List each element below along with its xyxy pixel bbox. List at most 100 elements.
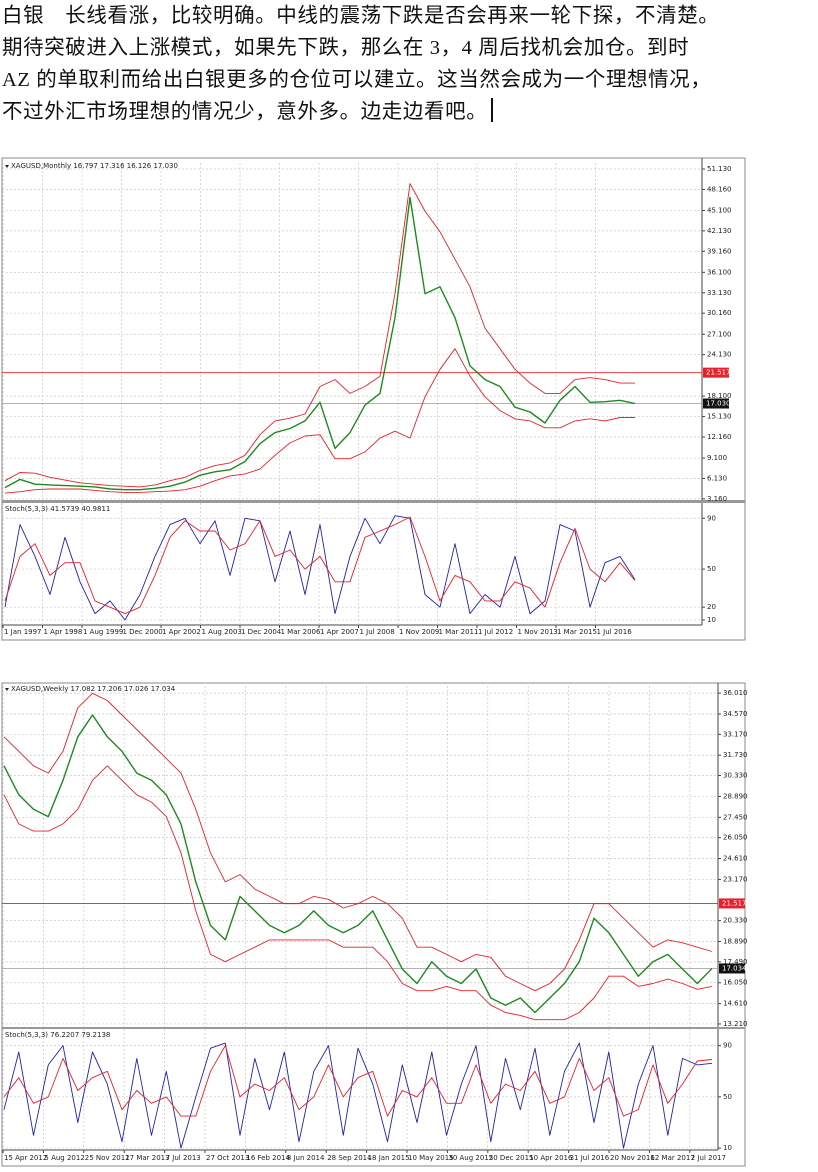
level-label: 21.517: [706, 369, 731, 377]
y-tick-label: 26.050: [723, 834, 748, 842]
last-price-bg: [719, 963, 745, 974]
band-line: [4, 348, 635, 494]
title-marker: [5, 688, 9, 691]
y-tick-label: 42.130: [707, 227, 732, 235]
y-tick-label: 6.130: [707, 474, 727, 482]
x-tick-label: 1 Jul 2012: [478, 628, 513, 636]
x-tick-label: 10 Apr 2016: [529, 1154, 573, 1162]
y-tick-label: 14.610: [723, 1000, 748, 1008]
y-tick-label: 33.170: [723, 730, 748, 738]
y-tick-label: 28.890: [723, 792, 748, 800]
last-price-label: 17.030: [706, 400, 731, 408]
x-tick-label: 5 Aug 2012: [44, 1154, 84, 1162]
x-tick-label: 1 Nov 2009: [399, 628, 439, 636]
level-label: 21.517: [722, 899, 747, 907]
band-line: [3, 765, 713, 1021]
x-tick-label: 17 Mar 2013: [125, 1154, 169, 1162]
x-tick-label: 31 Jul 2016: [570, 1154, 610, 1162]
level-label-bg: [703, 367, 729, 378]
pane-separator: [2, 500, 745, 503]
post-line: AZ 的单取利而给出白银更多的仓位可以建立。这当然会成为一个理想情况，: [2, 69, 712, 91]
level-label-bg: [719, 898, 745, 909]
y-tick-label: 50: [723, 1093, 732, 1101]
post-text: 白银 长线看涨，比较明确。中线的震荡下跌是否会再来一轮下探，不清楚。 期待突破进…: [2, 0, 816, 128]
y-tick-label: 34.570: [723, 710, 748, 718]
post-line-text: 不过外汇市场理想的情况少，意外多。边走边看吧。: [2, 101, 488, 123]
x-tick-label: 30 Aug 2015: [448, 1154, 493, 1162]
y-tick-label: 31.730: [723, 751, 748, 759]
x-tick-label: 1 Apr 2007: [320, 628, 359, 636]
y-tick-label: 36.010: [723, 689, 748, 697]
x-tick-label: 1 Mar 2015: [557, 628, 597, 636]
last-price-label: 17.034: [722, 964, 747, 972]
x-tick-label: 7 Jul 2013: [166, 1154, 201, 1162]
post-line: 不过外汇市场理想的情况少，意外多。边走边看吧。: [2, 96, 816, 128]
x-tick-label: 1 Mar 2011: [439, 628, 479, 636]
title-marker: [5, 165, 9, 168]
chart-title: XAGUSD,Monthly 16.797 17.316 16.126 17.0…: [11, 162, 178, 170]
stoch-line: [4, 515, 636, 621]
x-tick-label: 18 Jan 2015: [368, 1154, 410, 1162]
y-tick-label: 45.100: [707, 206, 732, 214]
y-tick-label: 9.100: [707, 454, 727, 462]
y-tick-label: 27.450: [723, 813, 748, 821]
x-tick-label: 12 Mar 2017: [650, 1154, 694, 1162]
y-tick-label: 16.050: [723, 979, 748, 987]
y-tick-label: 10: [707, 616, 716, 624]
stoch-line: [4, 516, 636, 615]
x-tick-label: 1 Dec 2000: [123, 628, 163, 636]
stoch-title: Stoch(5,3,3) 41.5739 40.9811: [5, 505, 110, 513]
x-tick-label: 1 Jul 2008: [360, 628, 395, 636]
x-tick-label: 1 Aug 1999: [83, 628, 123, 636]
stoch-line: [3, 1042, 713, 1149]
x-tick-label: 1 Apr 1998: [44, 628, 83, 636]
x-tick-label: 27 Oct 2013: [206, 1154, 249, 1162]
x-tick-label: 1 Jan 1997: [4, 628, 42, 636]
chart-title: XAGUSD,Weekly 17.082 17.206 17.026 17.03…: [11, 685, 176, 693]
x-tick-label: 25 Nov 2012: [85, 1154, 130, 1162]
y-tick-label: 20.330: [723, 917, 748, 925]
post-line: 期待突破进入上涨模式，如果先下跌，那么在 3，4 周后找机会加仓。到时: [2, 37, 690, 59]
x-tick-label: 1 Aug 2003: [202, 628, 242, 636]
x-tick-label: 28 Sep 2014: [327, 1154, 372, 1162]
price-line: [4, 196, 636, 491]
y-tick-label: 18.890: [723, 938, 748, 946]
price-line: [3, 714, 713, 1014]
stoch-title: Stoch(5,3,3) 76.2207 79.2138: [5, 1031, 110, 1039]
y-tick-label: 50: [707, 565, 716, 573]
stoch-line: [3, 1045, 713, 1117]
y-tick-label: 18.100: [707, 392, 732, 400]
x-tick-label: 16 Feb 2014: [246, 1154, 290, 1162]
text-cursor: [491, 98, 494, 122]
x-tick-label: 20 Nov 2016: [610, 1154, 655, 1162]
band-line: [4, 183, 635, 488]
y-tick-label: 33.130: [707, 289, 732, 297]
y-tick-label: 36.100: [707, 268, 732, 276]
y-tick-label: 3.160: [707, 495, 727, 503]
y-tick-label: 51.130: [707, 165, 732, 173]
y-tick-label: 24.610: [723, 855, 748, 863]
y-tick-label: 30.330: [723, 772, 748, 780]
pane-separator: [2, 1027, 745, 1029]
y-tick-label: 39.160: [707, 247, 732, 255]
x-tick-label: 10 May 2015: [408, 1154, 454, 1162]
x-tick-label: 1 Dec 2004: [241, 628, 282, 636]
y-tick-label: 12.160: [707, 433, 732, 441]
post-line: 白银 长线看涨，比较明确。中线的震荡下跌是否会再来一轮下探，不清楚。: [2, 5, 720, 27]
x-tick-label: 2 Jul 2017: [691, 1154, 726, 1162]
x-tick-label: 1 Jul 2016: [597, 628, 633, 636]
y-tick-label: 20: [707, 603, 716, 611]
x-tick-label: 8 Jun 2014: [287, 1154, 325, 1162]
y-tick-label: 13.210: [723, 1020, 748, 1028]
y-tick-label: 90: [707, 514, 716, 522]
x-tick-label: 1 Apr 2002: [162, 628, 201, 636]
y-tick-label: 24.130: [707, 351, 732, 359]
x-tick-label: 20 Dec 2015: [489, 1154, 534, 1162]
y-tick-label: 90: [723, 1042, 732, 1050]
y-tick-label: 10: [723, 1144, 732, 1152]
y-tick-label: 23.170: [723, 875, 748, 883]
x-tick-label: 1 Nov 2013: [518, 628, 558, 636]
y-tick-label: 17.490: [723, 958, 748, 966]
